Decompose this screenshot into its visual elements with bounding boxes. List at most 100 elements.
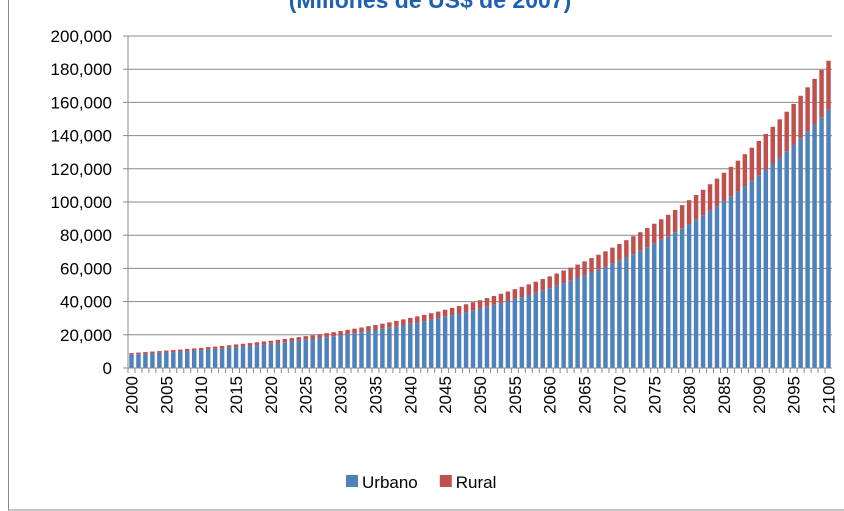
bar-segment: [359, 327, 364, 333]
bar-segment: [366, 330, 371, 368]
bar-segment: [512, 298, 518, 368]
bar-segment: [568, 267, 573, 281]
bar-segment: [812, 78, 817, 125]
bar-segment: [282, 342, 288, 368]
y-tick-label: 20,000: [60, 326, 112, 345]
bar-segment: [547, 276, 552, 289]
bar-segment: [442, 316, 448, 368]
x-tick-label: 2035: [366, 376, 385, 414]
bar-segment: [456, 313, 462, 368]
bar-segment: [561, 283, 566, 368]
bar-segment: [359, 332, 364, 368]
y-tick-label: 160,000: [51, 93, 112, 112]
bar-segment: [164, 350, 169, 353]
bar-segment: [784, 111, 789, 152]
bar-segment: [240, 343, 246, 347]
bar-segment: [233, 344, 239, 348]
bar-segment: [470, 310, 476, 368]
bar-segment: [533, 292, 538, 368]
bar-segment: [275, 342, 281, 368]
x-tick-label: 2075: [645, 376, 664, 414]
bar-segment: [205, 349, 211, 368]
bar-segment: [345, 334, 350, 368]
bar-segment: [798, 138, 803, 368]
bar-segment: [547, 288, 552, 368]
bar-segment: [735, 191, 741, 368]
bar-segment: [310, 338, 315, 368]
bar-segment: [435, 318, 441, 368]
bar-segment: [247, 345, 253, 368]
bar-segment: [254, 342, 260, 346]
x-tick-label: 2020: [262, 376, 281, 414]
bar-segment: [247, 343, 253, 346]
bar-segment: [219, 345, 225, 349]
y-tick-label: 120,000: [51, 160, 112, 179]
bar-segment: [303, 339, 308, 368]
bar-segment: [603, 266, 608, 368]
bar-segment: [491, 304, 497, 368]
bar-segment: [261, 341, 267, 345]
bar-segment: [178, 349, 183, 352]
bar-segment: [254, 345, 260, 368]
bar-segment: [645, 247, 650, 368]
x-tick-label: 2085: [715, 376, 734, 414]
bar-segment: [449, 307, 455, 316]
bar-segment: [540, 290, 545, 368]
bar-segment: [338, 335, 343, 368]
bar-segment: [477, 300, 483, 309]
bar-segment: [624, 257, 629, 368]
bar-segment: [164, 352, 169, 368]
bar-segment: [658, 239, 664, 368]
bar-segment: [749, 180, 755, 368]
bar-segment: [366, 326, 371, 331]
bar-segment: [770, 126, 775, 164]
y-tick-label: 140,000: [51, 127, 112, 146]
bar-segment: [289, 341, 295, 368]
bar-segment: [422, 314, 427, 322]
bar-segment: [826, 60, 831, 110]
bar-segment: [219, 348, 225, 368]
bar-segment: [589, 258, 594, 273]
bar-segment: [394, 320, 399, 327]
bar-segment: [212, 348, 218, 368]
bar-segment: [296, 337, 302, 341]
x-tick-label: 2100: [820, 376, 839, 414]
bar-segment: [150, 351, 155, 354]
bar-segment: [665, 214, 671, 237]
bar-segment: [129, 353, 134, 355]
bar-segment: [345, 329, 350, 335]
chart-title: (Millones de US$ de 2007): [289, 0, 571, 13]
bar-segment: [226, 347, 232, 368]
bar-segment: [805, 131, 810, 368]
bar-segment: [575, 278, 580, 368]
bar-segment: [707, 184, 713, 211]
bar-segment: [777, 119, 782, 158]
bar-segment: [261, 344, 267, 368]
bar-segment: [596, 269, 601, 368]
bar-segment: [129, 354, 134, 368]
bar-segment: [435, 311, 441, 319]
bar-segment: [136, 352, 141, 355]
bar-segment: [526, 294, 532, 368]
bar-segment: [401, 319, 406, 326]
bar-segment: [205, 347, 211, 350]
bar-segment: [589, 272, 594, 368]
x-tick-label: 2040: [401, 376, 420, 414]
bar-segment: [394, 326, 399, 368]
bar-segment: [652, 223, 657, 244]
bar-segment: [401, 325, 406, 368]
bar-segment: [533, 281, 538, 293]
bar-segment: [484, 298, 490, 307]
bar-segment: [240, 346, 246, 368]
bar-segment: [568, 280, 573, 368]
bar-segment: [519, 286, 525, 298]
x-tick-label: 2090: [750, 376, 769, 414]
bar-segment: [777, 157, 782, 368]
legend-swatch: [439, 475, 452, 487]
bar-segment: [686, 200, 692, 225]
bar-segment: [714, 178, 720, 207]
bar-segment: [324, 337, 329, 368]
bar-segment: [728, 196, 734, 368]
bar-segment: [645, 228, 650, 248]
y-tick-label: 100,000: [51, 193, 112, 212]
